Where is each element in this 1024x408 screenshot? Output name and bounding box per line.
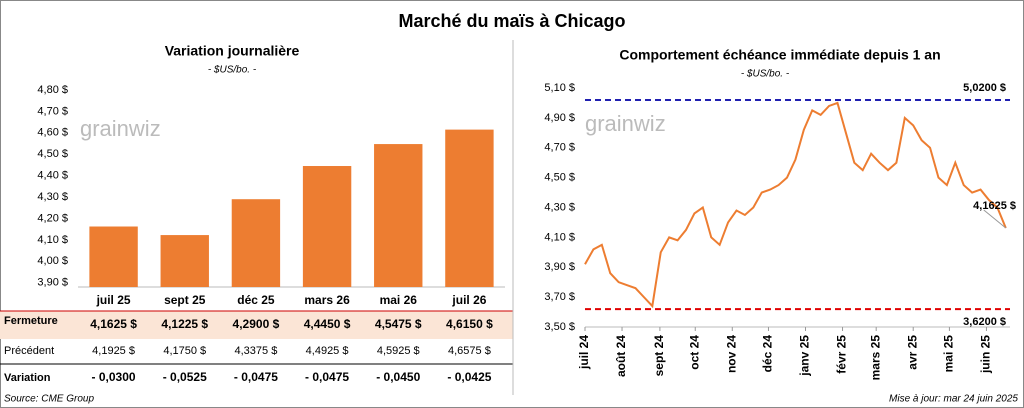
y-tick-label: 4,40 $ <box>37 170 68 182</box>
x-tick-label: mai 25 <box>942 335 956 373</box>
x-tick-label: févr 25 <box>835 335 849 374</box>
y-tick-label: 4,60 $ <box>37 127 68 139</box>
watermark: grainwiz <box>80 116 161 141</box>
updated: Mise à jour: mar 24 juin 2025 <box>889 394 1018 405</box>
previous-value: 4,5925 $ <box>377 345 420 357</box>
change-value: - 0,0475 <box>234 370 278 384</box>
change-value: - 0,0475 <box>305 370 349 384</box>
highlight-row <box>0 311 513 339</box>
x-tick-label: mars 25 <box>868 335 882 381</box>
close-value: 4,1225 $ <box>161 317 208 331</box>
x-tick-label: sept 25 <box>164 293 206 307</box>
main-title: Marché du maïs à Chicago <box>398 11 625 31</box>
y-tick-label: 3,90 $ <box>37 277 68 289</box>
bar <box>374 144 423 287</box>
close-value: 4,2900 $ <box>233 317 280 331</box>
x-tick-label: juil 26 <box>451 293 486 307</box>
y-tick-label: 4,30 $ <box>37 191 68 203</box>
x-tick-label: déc 24 <box>761 335 775 373</box>
bar <box>160 235 209 287</box>
x-tick-label: juil 24 <box>577 335 591 370</box>
change-value: - 0,0450 <box>376 370 420 384</box>
y-tick-label: 4,70 $ <box>37 105 68 117</box>
row-label-prev: Précédent <box>4 345 54 357</box>
line-title: Comportement échéance immédiate depuis 1… <box>619 47 940 63</box>
y-tick-label: 4,70 $ <box>544 142 575 154</box>
previous-value: 4,1925 $ <box>92 345 135 357</box>
bar <box>89 226 138 287</box>
x-tick-label: mars 26 <box>304 293 350 307</box>
x-tick-label: avr 25 <box>905 335 919 370</box>
y-tick-label: 4,50 $ <box>37 148 68 160</box>
source: Source: CME Group <box>4 394 94 405</box>
y-tick-label: 3,90 $ <box>544 261 575 273</box>
previous-value: 4,3375 $ <box>235 345 278 357</box>
change-value: - 0,0300 <box>92 370 136 384</box>
y-tick-label: 4,00 $ <box>37 255 68 267</box>
row-label-change: Variation <box>4 372 51 384</box>
bar <box>231 199 281 287</box>
x-tick-label: oct 24 <box>687 335 701 370</box>
y-tick-label: 4,20 $ <box>37 212 68 224</box>
bar-subtitle: - $US/bo. - <box>208 65 257 76</box>
close-value: 4,6150 $ <box>446 317 493 331</box>
bar <box>302 166 352 287</box>
reference-label: 5,0200 $ <box>963 82 1006 94</box>
y-tick-label: 4,50 $ <box>544 172 575 184</box>
y-tick-label: 3,70 $ <box>544 291 575 303</box>
x-tick-label: janv 25 <box>798 335 812 377</box>
y-tick-label: 3,50 $ <box>544 321 575 333</box>
x-tick-label: juin 25 <box>979 335 993 374</box>
x-tick-label: mai 26 <box>380 293 418 307</box>
previous-value: 4,4925 $ <box>306 345 349 357</box>
x-tick-label: déc 25 <box>237 293 275 307</box>
x-tick-label: juil 25 <box>96 293 131 307</box>
previous-value: 4,1750 $ <box>163 345 206 357</box>
close-value: 4,5475 $ <box>375 317 422 331</box>
price-line <box>584 101 1007 309</box>
change-value: - 0,0525 <box>163 370 207 384</box>
x-tick-label: nov 24 <box>724 335 738 373</box>
previous-value: 4,6575 $ <box>448 345 491 357</box>
y-tick-label: 4,80 $ <box>37 84 68 96</box>
y-tick-label: 4,10 $ <box>544 231 575 243</box>
y-tick-label: 5,10 $ <box>544 82 575 94</box>
change-value: - 0,0425 <box>447 370 491 384</box>
close-value: 4,4450 $ <box>304 317 351 331</box>
close-value: 4,1625 $ <box>90 317 137 331</box>
bar-title: Variation journalière <box>165 43 300 59</box>
y-tick-label: 4,90 $ <box>544 112 575 124</box>
y-tick-label: 4,30 $ <box>544 201 575 213</box>
y-tick-label: 4,10 $ <box>37 234 68 246</box>
last-value-label: 4,1625 $ <box>973 200 1016 212</box>
x-tick-label: sept 24 <box>652 335 666 377</box>
bar <box>445 129 494 287</box>
row-label-close: Fermeture <box>4 315 58 327</box>
line-subtitle: - $US/bo. - <box>741 69 790 80</box>
reference-label: 3,6200 $ <box>963 316 1006 328</box>
watermark: grainwiz <box>585 111 666 136</box>
x-tick-label: août 24 <box>614 335 628 377</box>
leader <box>983 209 1007 229</box>
